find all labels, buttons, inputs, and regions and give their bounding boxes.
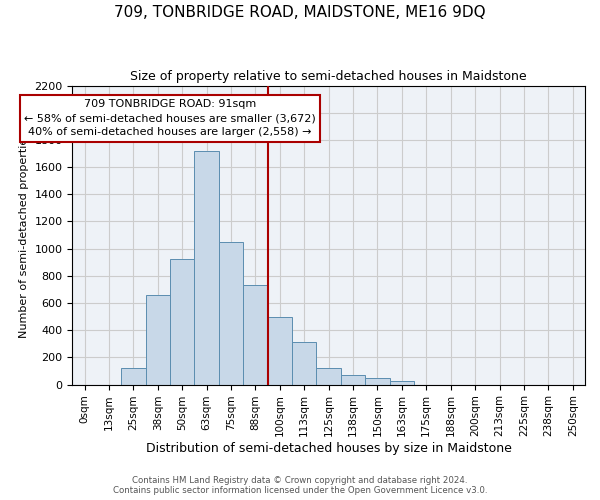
Bar: [170, 259, 194, 384]
Bar: [365, 378, 389, 384]
Text: Contains HM Land Registry data © Crown copyright and database right 2024.
Contai: Contains HM Land Registry data © Crown c…: [113, 476, 487, 495]
X-axis label: Distribution of semi-detached houses by size in Maidstone: Distribution of semi-detached houses by …: [146, 442, 512, 455]
Bar: [292, 342, 316, 384]
Y-axis label: Number of semi-detached properties: Number of semi-detached properties: [19, 132, 29, 338]
Text: 709 TONBRIDGE ROAD: 91sqm
← 58% of semi-detached houses are smaller (3,672)
40% : 709 TONBRIDGE ROAD: 91sqm ← 58% of semi-…: [24, 99, 316, 137]
Bar: [389, 380, 414, 384]
Bar: [121, 368, 146, 384]
Bar: [243, 286, 268, 384]
Text: 709, TONBRIDGE ROAD, MAIDSTONE, ME16 9DQ: 709, TONBRIDGE ROAD, MAIDSTONE, ME16 9DQ: [114, 5, 486, 20]
Bar: [219, 242, 243, 384]
Bar: [316, 368, 341, 384]
Bar: [194, 151, 219, 384]
Title: Size of property relative to semi-detached houses in Maidstone: Size of property relative to semi-detach…: [130, 70, 527, 83]
Bar: [341, 375, 365, 384]
Bar: [146, 295, 170, 384]
Bar: [268, 316, 292, 384]
